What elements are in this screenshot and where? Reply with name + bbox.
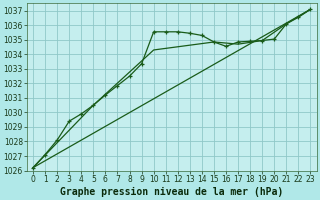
- X-axis label: Graphe pression niveau de la mer (hPa): Graphe pression niveau de la mer (hPa): [60, 186, 284, 197]
